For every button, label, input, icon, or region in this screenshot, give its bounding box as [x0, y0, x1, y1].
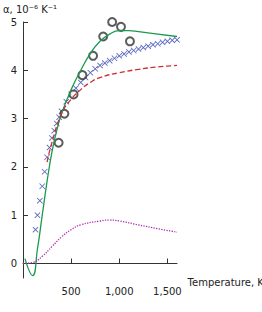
svg-text:5: 5	[11, 17, 17, 28]
svg-text:1,000: 1,000	[105, 286, 134, 297]
svg-text:2: 2	[11, 161, 17, 172]
svg-text:1: 1	[11, 210, 17, 221]
svg-text:500: 500	[62, 286, 81, 297]
svg-text:1,500: 1,500	[153, 286, 182, 297]
svg-text:Temperature, K: Temperature, K	[187, 277, 262, 288]
svg-text:α, 10⁻⁶ K⁻¹: α, 10⁻⁶ K⁻¹	[3, 4, 57, 15]
svg-text:0: 0	[11, 258, 17, 269]
svg-text:3: 3	[11, 113, 17, 124]
svg-text:4: 4	[11, 65, 17, 76]
